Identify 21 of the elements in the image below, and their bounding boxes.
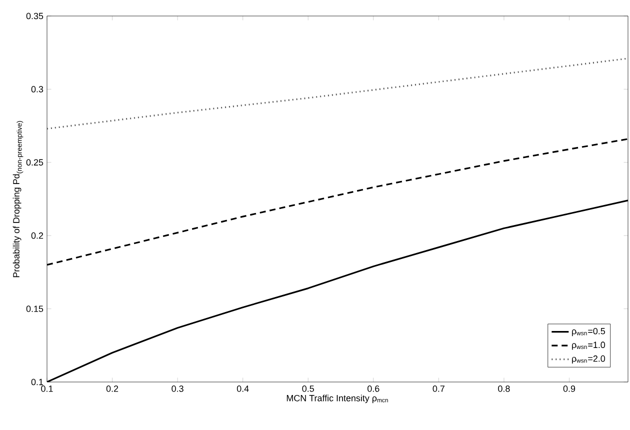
y-axis-title: $\mbox{Probability of Dropping Pd}_{\mbox{\scriptsize (non-preemptive)}}$ xyxy=(12,121,24,278)
x-tick-label: 0.3 xyxy=(172,386,184,392)
x-tick-label: 0.1 xyxy=(41,386,53,392)
y-tick-label: 0.1 xyxy=(31,378,44,386)
x-tick-label: 0.5 xyxy=(302,386,314,392)
x-tick-label: 0.7 xyxy=(432,386,444,392)
x-tick-label: 0.6 xyxy=(368,386,380,392)
x-tick-label: 0.9 xyxy=(563,386,576,392)
x-tick-label: 0.2 xyxy=(106,386,118,392)
legend-label: ρ$_{wsn}$=0.5 xyxy=(572,328,606,336)
legend-label: ρ$_{wsn}$=1.0 xyxy=(572,342,606,350)
x-axis-title: MCN Traffic Intensity ρ$_{mcn}$ xyxy=(286,394,388,404)
x-tick-label: 0.8 xyxy=(498,386,510,392)
y-tick-label: 0.3 xyxy=(31,86,44,92)
line-series xyxy=(47,58,628,130)
y-tick-label: 0.2 xyxy=(31,232,44,239)
y-tick-label: 0.25 xyxy=(26,159,44,166)
legend-label: ρ$_{wsn}$=2.0 xyxy=(572,355,606,364)
x-tick-label: 0.4 xyxy=(236,386,249,392)
y-tick-label: 0.15 xyxy=(26,306,44,312)
y-tick-label: 0.35 xyxy=(26,12,44,20)
